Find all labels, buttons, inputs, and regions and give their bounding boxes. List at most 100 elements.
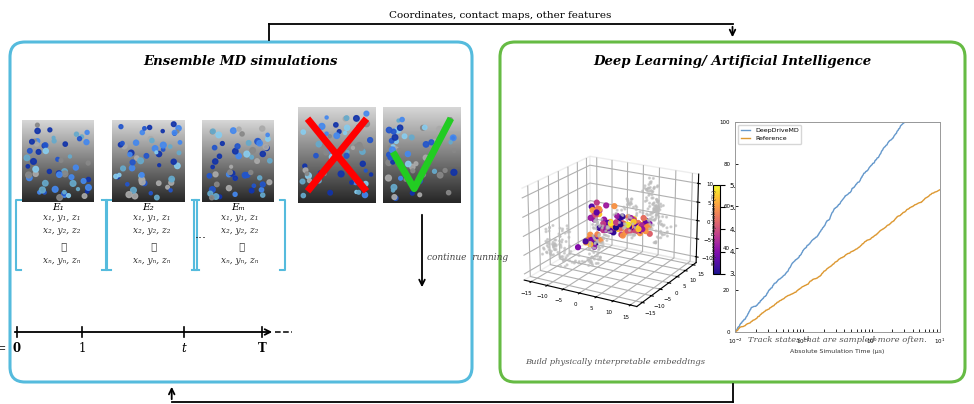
FancyBboxPatch shape — [500, 42, 965, 382]
Point — [339, 124, 355, 131]
Line: Reference: Reference — [735, 190, 940, 332]
Point — [151, 162, 167, 168]
Point — [52, 194, 67, 201]
Point — [80, 188, 95, 195]
Point — [171, 149, 187, 156]
Point — [262, 158, 278, 164]
Point — [47, 138, 62, 144]
Point — [299, 170, 315, 177]
Point — [358, 167, 374, 174]
Point — [404, 164, 420, 170]
Point — [28, 166, 44, 173]
Point — [115, 140, 131, 147]
Text: x₂, y₂, z₂: x₂, y₂, z₂ — [132, 226, 170, 235]
Point — [149, 149, 165, 156]
Point — [65, 180, 81, 187]
Point — [446, 169, 462, 176]
Point — [211, 132, 227, 138]
Point — [79, 129, 94, 136]
Point — [349, 144, 364, 150]
Point — [243, 169, 258, 176]
Point — [258, 144, 274, 150]
Point — [77, 193, 93, 199]
Point — [404, 134, 420, 141]
Point — [244, 154, 259, 160]
Point — [244, 187, 259, 194]
Point — [301, 173, 317, 179]
Point — [37, 143, 53, 149]
Point — [205, 128, 220, 135]
Point — [57, 170, 73, 177]
Point — [205, 186, 220, 193]
Text: x₂, y₂, z₂: x₂, y₂, z₂ — [221, 226, 258, 235]
Point — [381, 127, 396, 133]
Point — [344, 179, 359, 186]
Point — [433, 129, 449, 136]
Point — [31, 189, 47, 196]
Point — [400, 161, 416, 167]
Point — [169, 128, 185, 135]
Point — [212, 194, 228, 200]
Point — [253, 187, 269, 193]
Point — [355, 148, 370, 155]
Point — [207, 158, 223, 165]
Point — [206, 128, 221, 135]
Point — [149, 194, 165, 201]
Point — [115, 165, 131, 172]
Point — [252, 175, 268, 181]
Point — [31, 149, 47, 155]
Point — [381, 160, 396, 166]
Point — [385, 147, 400, 153]
Point — [27, 138, 43, 144]
Point — [355, 160, 370, 167]
Point — [134, 172, 150, 178]
Point — [260, 132, 276, 138]
Point — [160, 184, 175, 190]
Point — [441, 189, 457, 196]
Point — [56, 191, 72, 198]
Point — [20, 172, 36, 178]
Point — [56, 190, 72, 196]
Point — [260, 136, 276, 142]
Point — [388, 146, 403, 152]
Point — [42, 126, 57, 133]
Point — [393, 175, 408, 181]
Point — [207, 171, 223, 178]
Point — [384, 137, 399, 144]
Text: xₙ, yₙ, zₙ: xₙ, yₙ, zₙ — [43, 256, 80, 265]
Point — [129, 139, 144, 146]
Point — [339, 153, 355, 159]
Point — [121, 191, 136, 198]
Reference — [827, 262, 839, 267]
Point — [155, 128, 170, 135]
Point — [349, 175, 364, 182]
Point — [321, 147, 337, 154]
Point — [134, 129, 150, 136]
Point — [240, 172, 255, 178]
Point — [329, 133, 345, 139]
Point — [228, 148, 244, 154]
Point — [322, 189, 338, 196]
Point — [358, 110, 374, 117]
Point — [29, 122, 45, 128]
Point — [391, 117, 406, 124]
Point — [54, 157, 69, 164]
DeepDriveMD — [934, 120, 946, 124]
Point — [241, 140, 256, 146]
Line: DeepDriveMD: DeepDriveMD — [735, 122, 940, 332]
Point — [113, 141, 129, 148]
Point — [349, 189, 364, 195]
Text: T: T — [258, 342, 266, 355]
Point — [390, 127, 405, 133]
Point — [231, 153, 246, 159]
Point — [351, 124, 366, 130]
Point — [30, 128, 46, 134]
Point — [318, 130, 334, 137]
Point — [262, 179, 278, 185]
Point — [81, 160, 96, 166]
Point — [349, 115, 364, 122]
FancyBboxPatch shape — [10, 42, 472, 382]
Point — [163, 143, 178, 150]
Point — [424, 139, 439, 145]
Point — [295, 129, 311, 135]
